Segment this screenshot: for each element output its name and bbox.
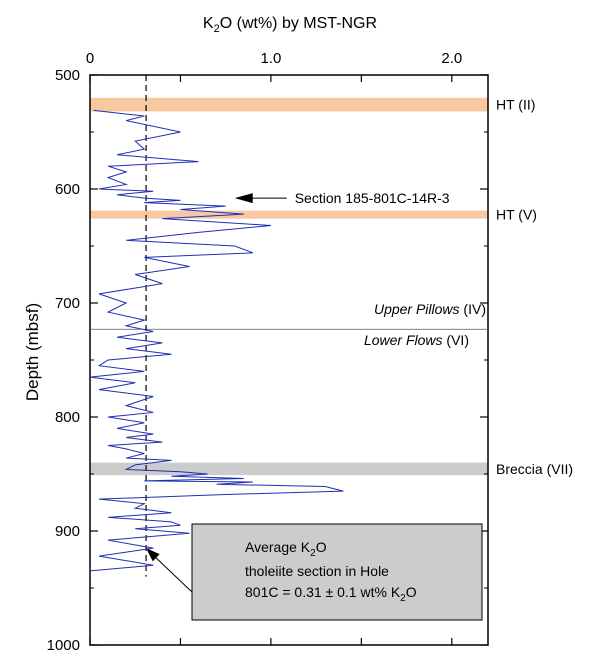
section-annotation: Section 185-801C-14R-3 — [234, 190, 450, 206]
callout-line-2: tholeiite section in Hole — [245, 563, 389, 579]
callout-line-1: Average K2O — [245, 539, 327, 559]
band-1 — [90, 210, 488, 219]
annotation-arrow-head — [234, 193, 253, 204]
x-tick-label-0: 0 — [86, 50, 94, 67]
average-callout: Average K2O tholeiite section in Hole 80… — [146, 523, 483, 621]
x-tick-label-2: 1.0 — [260, 50, 281, 67]
y-axis-ticks: 500 600 700 800 900 1000 — [47, 67, 488, 654]
callout-arrow-line — [151, 553, 193, 593]
band-label-2: Breccia (VII) — [496, 461, 573, 477]
band-2 — [90, 462, 488, 476]
y-tick-label-1: 600 — [55, 181, 80, 198]
callout-arrow-head — [146, 548, 160, 562]
band-0 — [90, 97, 488, 112]
y-tick-label-3: 800 — [55, 409, 80, 426]
y-tick-label-0: 500 — [55, 67, 80, 84]
y-tick-label-4: 900 — [55, 523, 80, 540]
boundary-labels: Upper Pillows (IV) Lower Flows (VI) — [364, 301, 486, 348]
k2o-series-line — [89, 109, 344, 572]
y-axis-label: Depth (mbsf) — [23, 303, 42, 401]
chart-title: K2O (wt%) by MST-NGR — [203, 15, 377, 35]
x-tick-label-4: 2.0 — [441, 50, 462, 67]
section-annotation-label: Section 185-801C-14R-3 — [295, 190, 450, 206]
band-label-1: HT (V) — [496, 207, 537, 223]
callout-box — [191, 523, 483, 621]
callout-line-3: 801C = 0.31 ± 0.1 wt% K2O — [245, 584, 417, 604]
lower-flows-label: Lower Flows (VI) — [364, 332, 469, 348]
upper-pillows-label: Upper Pillows (IV) — [374, 301, 486, 317]
depth-bands: HT (II) HT (V) Breccia (VII) — [90, 97, 573, 477]
band-label-0: HT (II) — [496, 97, 535, 113]
y-tick-label-2: 700 — [55, 295, 80, 312]
x-axis-ticks: 0 1.0 2.0 — [86, 50, 462, 645]
y-tick-label-5: 1000 — [47, 637, 80, 654]
